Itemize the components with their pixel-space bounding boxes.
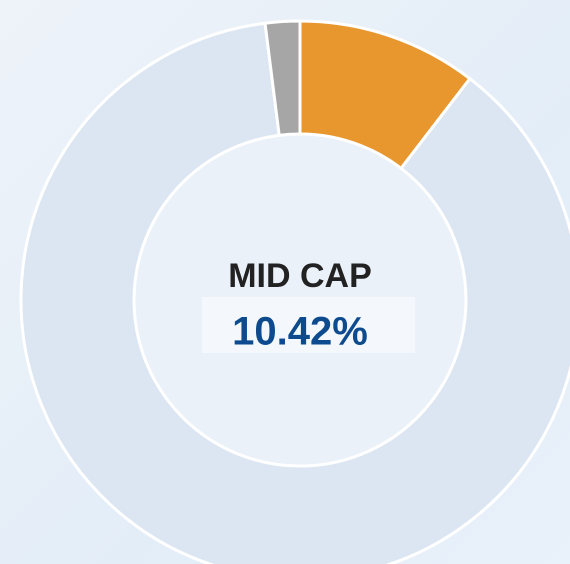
center-value-label: 10.42% xyxy=(232,310,368,354)
center-category-label: MID CAP xyxy=(228,257,372,295)
value-label-background xyxy=(202,297,415,353)
